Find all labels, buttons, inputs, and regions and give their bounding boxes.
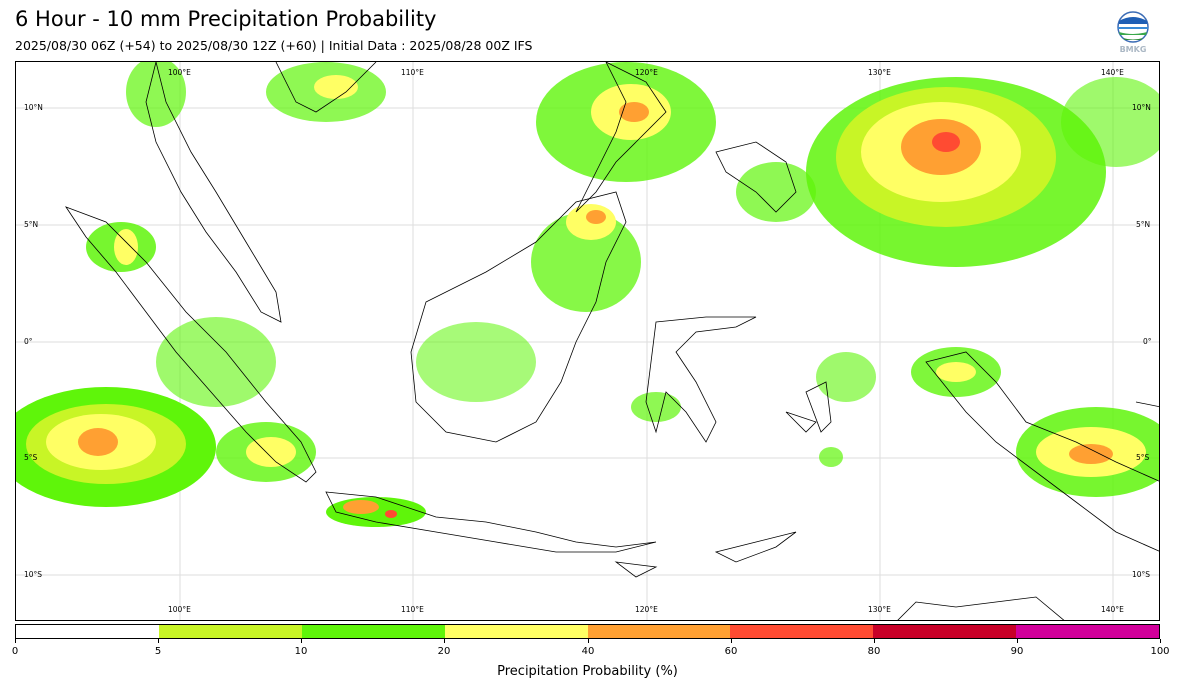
- lat-label-right: 5°N: [1136, 220, 1151, 229]
- colorbar-tick-mark: [444, 639, 445, 643]
- colorbar-segment: [1016, 625, 1159, 638]
- precipitation-map: 100°E 110°E 120°E 130°E 140°E 100°E 110°…: [15, 61, 1160, 621]
- colorbar-segment: [444, 625, 588, 638]
- page-subtitle: 2025/08/30 06Z (+54) to 2025/08/30 12Z (…: [15, 38, 533, 53]
- lon-label-top: 120°E: [635, 68, 658, 77]
- lon-label-bottom: 100°E: [168, 605, 191, 614]
- colorbar: [15, 624, 1160, 639]
- lat-label-right: 10°N: [1132, 103, 1151, 112]
- colorbar-tick-mark: [874, 639, 875, 643]
- colorbar-tick-mark: [1017, 639, 1018, 643]
- lon-label-bottom: 130°E: [868, 605, 891, 614]
- lon-label-bottom: 120°E: [635, 605, 658, 614]
- colorbar-tick-label: 5: [154, 646, 162, 657]
- colorbar-tick-label: 60: [724, 646, 738, 657]
- lon-label-bottom: 140°E: [1101, 605, 1124, 614]
- colorbar-label: Precipitation Probability (%): [497, 664, 678, 679]
- coastlines: [64, 62, 1159, 620]
- colorbar-tick-label: 10: [294, 646, 308, 657]
- colorbar-tick-mark: [15, 639, 16, 643]
- probability-shading: [16, 62, 1159, 527]
- colorbar-tick-mark: [731, 639, 732, 643]
- colorbar-segment: [16, 625, 159, 638]
- lat-label-left: 0°: [24, 337, 33, 346]
- lat-label-left: 10°S: [24, 570, 43, 579]
- lat-label-right: 5°S: [1136, 453, 1150, 462]
- colorbar-tick-mark: [1160, 639, 1161, 643]
- colorbar-tick-label: 80: [867, 646, 881, 657]
- colorbar-tick-label: 20: [437, 646, 451, 657]
- lat-label-left: 10°N: [24, 103, 43, 112]
- lat-label-left: 5°S: [24, 453, 38, 462]
- colorbar-tick-mark: [588, 639, 589, 643]
- colorbar-tick-label: 90: [1010, 646, 1024, 657]
- colorbar-tick-mark: [158, 639, 159, 643]
- svg-text:BMKG: BMKG: [1120, 45, 1147, 54]
- colorbar-segment: [158, 625, 302, 638]
- lat-label-left: 5°N: [24, 220, 39, 229]
- lon-label-top: 140°E: [1101, 68, 1124, 77]
- colorbar-tick-label: 40: [581, 646, 595, 657]
- colorbar-tick-label: 0: [11, 646, 19, 657]
- lat-label-right: 10°S: [1132, 570, 1151, 579]
- lon-label-top: 100°E: [168, 68, 191, 77]
- lon-label-bottom: 110°E: [401, 605, 424, 614]
- lon-label-top: 110°E: [401, 68, 424, 77]
- lat-label-right: 0°: [1143, 337, 1152, 346]
- colorbar-tick-label: 100: [1150, 646, 1170, 657]
- bmkg-logo: BMKG: [1114, 11, 1152, 55]
- lon-label-top: 130°E: [868, 68, 891, 77]
- colorbar-segment: [873, 625, 1017, 638]
- colorbar-tick-mark: [301, 639, 302, 643]
- page-title: 6 Hour - 10 mm Precipitation Probability: [15, 7, 437, 31]
- colorbar-segment: [301, 625, 445, 638]
- colorbar-segment: [587, 625, 731, 638]
- colorbar-segment: [730, 625, 874, 638]
